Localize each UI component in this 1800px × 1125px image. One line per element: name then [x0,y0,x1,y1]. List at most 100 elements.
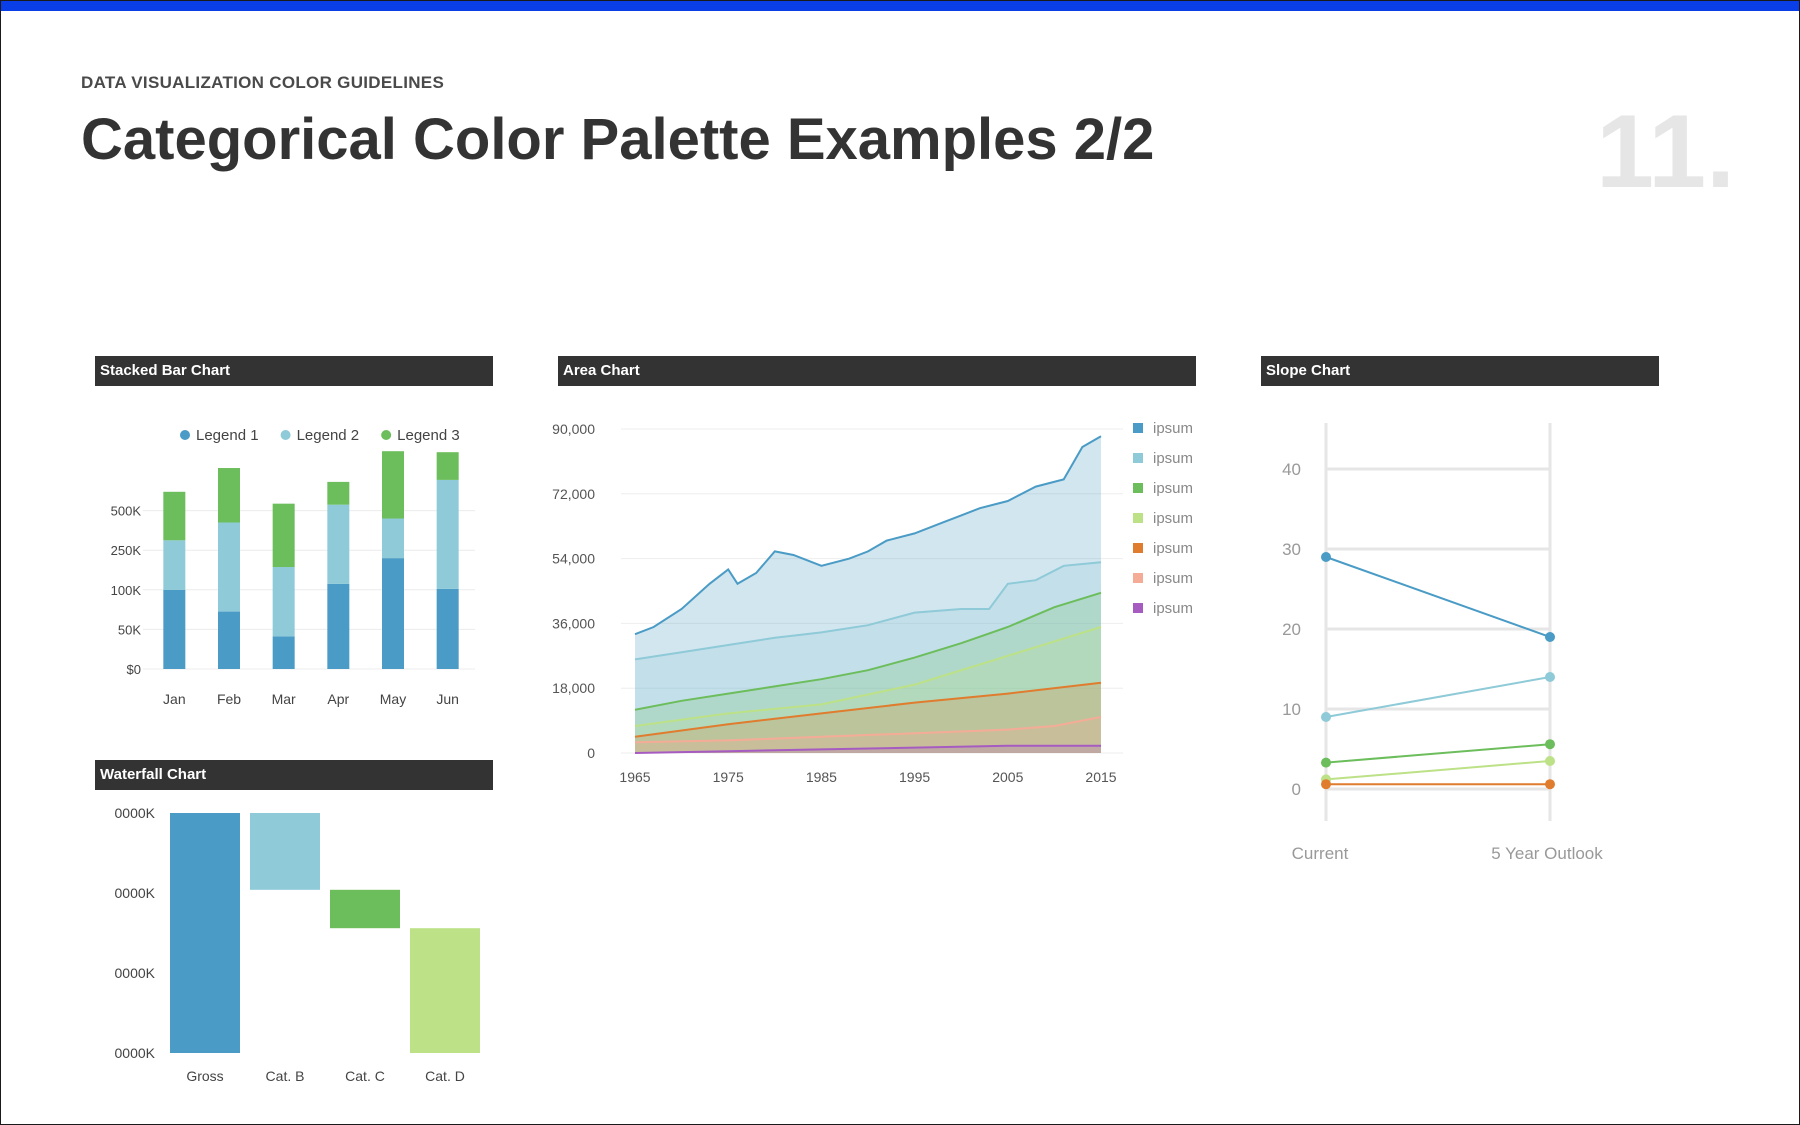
y-tick-label: 0000K [115,805,156,821]
area-fill [635,592,1101,753]
bar-segment [327,583,350,669]
legend-label: Legend 2 [297,427,360,444]
legend-marker [1133,483,1143,493]
x-tick-label: 1985 [806,769,837,785]
area-line [634,626,1102,727]
slope-chart: 0 10 20 30 40 Current 5 Year Outlook [1282,423,1603,863]
area-fill [635,436,1101,753]
waterfall-header: Waterfall Chart [95,760,493,790]
legend-label: ipsum [1153,420,1193,437]
y-tick-label: 20 [1282,620,1301,639]
legend-label: ipsum [1153,450,1193,467]
x-tick-label: Jan [163,691,186,707]
slope-line [1325,760,1551,781]
x-tick-label: Apr [327,691,349,707]
legend-label: Legend 3 [397,427,460,444]
bar-segment [272,503,295,568]
bar-segment [436,452,459,480]
y-tick-label: 72,000 [552,486,595,502]
slope-point [1545,739,1555,750]
area-line [634,591,1102,711]
slope-point [1545,632,1555,642]
y-tick-label: 90,000 [552,421,595,437]
y-tick-label: 36,000 [552,615,595,631]
x-tick-label: Jun [436,691,459,707]
legend-marker [280,430,291,440]
waterfall-chart: 0000K 0000K 0000K 0000K Gross Cat. B Cat. C Cat… [115,805,480,1084]
bar-segment [272,636,295,669]
slope-line [1325,556,1551,638]
x-tick-label: Cat. D [425,1068,465,1084]
legend-marker [1133,573,1143,583]
y-tick-label: 40 [1282,460,1301,479]
x-tick-label: Cat. B [266,1068,305,1084]
legend-label: ipsum [1153,570,1193,587]
slope-line [1325,676,1551,718]
slope-line [1325,743,1551,764]
x-tick-label: May [380,691,406,707]
x-tick-label: 1995 [899,769,930,785]
legend-marker [1133,423,1143,433]
area-line [634,681,1102,738]
y-tick-label: 50K [118,622,141,637]
legend-marker [180,430,190,440]
bar-segment [382,558,404,669]
legend-marker [1133,453,1143,463]
y-tick-label: 100K [111,583,142,598]
slope-point [1545,756,1555,766]
y-tick-label: 0000K [115,885,156,901]
bar-segment [436,588,459,669]
slope-point [1545,672,1555,682]
area-line [634,744,1101,754]
bar-segment [436,479,459,589]
bar-segment [382,451,404,519]
area-fill [635,682,1101,753]
y-tick-label: 54,000 [552,551,595,567]
y-tick-label: 0 [587,745,595,761]
y-tick-label: 30 [1282,540,1301,559]
x-tick-label: Feb [217,691,241,707]
x-tick-label: Cat. C [345,1068,385,1084]
stacked-bar-chart: $0 50K 100K 250K 500K Jan Feb Mar Apr May Jun Legen… [111,427,475,707]
stacked-bar-header: Stacked Bar Chart [95,356,493,386]
bar-segment [218,611,240,669]
area-line [634,716,1102,744]
page-title: Categorical Color Palette Examples 2/2 [81,107,1155,172]
slope-chart-header: Slope Chart [1261,356,1659,386]
section-eyebrow: DATA VISUALIZATION COLOR GUIDELINES [81,73,445,92]
x-tick-label: 5 Year Outlook [1491,844,1603,863]
x-tick-label: Current [1292,844,1349,863]
y-tick-label: 0 [1292,780,1301,799]
bar-segment [218,522,240,612]
x-tick-label: 1975 [713,769,744,785]
top-accent-bar [1,1,1799,11]
legend-label: ipsum [1153,510,1193,527]
legend-label: Legend 1 [196,427,259,444]
bar-segment [327,481,350,505]
bar-segment [382,518,404,559]
area-chart-header: Area Chart [558,356,1196,386]
waterfall-bar [250,813,320,890]
bar-segment [218,468,240,523]
slope-point [1321,552,1331,562]
area-chart: 0 18,000 36,000 54,000 72,000 90,000 1965 1975 1… [552,420,1193,785]
y-tick-label: 18,000 [552,680,595,696]
legend-marker [381,430,392,440]
x-tick-label: 2015 [1085,769,1116,785]
legend-label: ipsum [1153,600,1193,617]
legend-label: ipsum [1153,540,1193,557]
legend-marker [1133,543,1143,553]
y-tick-label: 0000K [115,965,156,981]
slope-point [1321,757,1331,768]
bar-segment [163,589,186,669]
slope-point [1545,779,1555,790]
x-tick-label: 1965 [619,769,650,785]
y-tick-label: 250K [111,543,142,558]
bar-segment [163,540,186,590]
page-number: 11. [1596,94,1735,210]
bar-segment [327,504,350,584]
legend-marker [1133,603,1143,613]
bar-segment [163,491,186,541]
x-tick-label: Gross [186,1068,223,1084]
